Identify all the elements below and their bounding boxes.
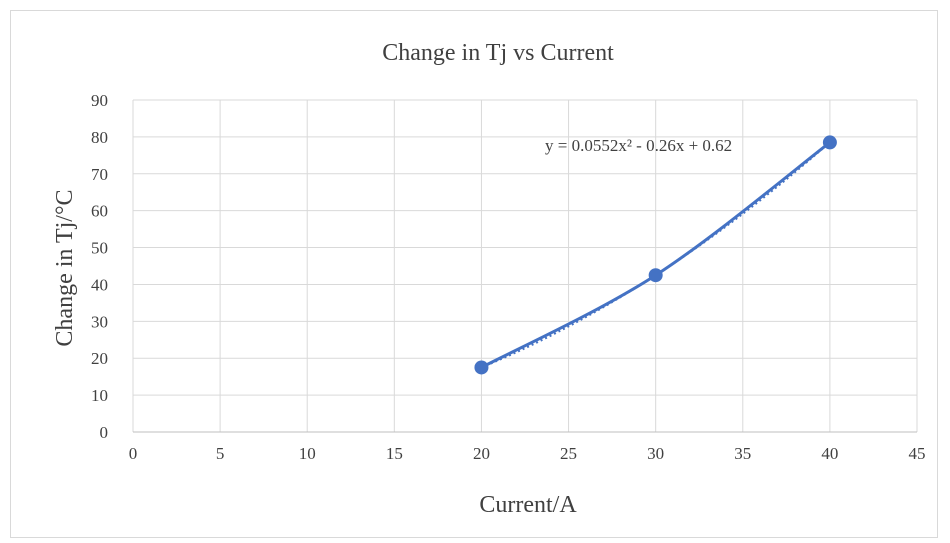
x-tick-label: 25 bbox=[560, 444, 577, 463]
y-tick-label: 10 bbox=[91, 386, 108, 405]
x-tick-label: 10 bbox=[299, 444, 316, 463]
x-tick-label: 0 bbox=[129, 444, 138, 463]
y-tick-label: 60 bbox=[91, 202, 108, 221]
data-point bbox=[474, 360, 489, 375]
y-tick-label: 90 bbox=[91, 91, 108, 110]
y-tick-label: 0 bbox=[100, 423, 109, 442]
trendline-equation: y = 0.0552x² - 0.26x + 0.62 bbox=[545, 136, 732, 155]
trendline bbox=[481, 141, 831, 369]
y-tick-label: 70 bbox=[91, 165, 108, 184]
x-tick-label: 5 bbox=[216, 444, 225, 463]
y-tick-label: 20 bbox=[91, 349, 108, 368]
x-tick-label: 30 bbox=[647, 444, 664, 463]
y-axis-label: Change in Tj/°C bbox=[52, 189, 78, 346]
x-axis-label: Current/A bbox=[479, 492, 577, 518]
data-point bbox=[648, 268, 663, 283]
x-tick-label: 35 bbox=[734, 444, 751, 463]
grid-lines bbox=[132, 99, 918, 432]
x-tick-label: 20 bbox=[473, 444, 490, 463]
y-tick-label: 30 bbox=[91, 312, 108, 331]
x-tick-label: 45 bbox=[909, 444, 926, 463]
y-tick-label: 50 bbox=[91, 239, 108, 258]
tick-labels: 0 10 20 30 40 50 60 70 80 90 0 5 10 15 20 25 30 35 40 45 bbox=[91, 91, 926, 463]
chart-title: Change in Tj vs Current bbox=[382, 40, 614, 66]
trendline-group bbox=[481, 141, 831, 369]
chart-frame bbox=[10, 10, 938, 538]
y-tick-label: 80 bbox=[91, 128, 108, 147]
y-tick-label: 40 bbox=[91, 275, 108, 294]
x-tick-label: 15 bbox=[386, 444, 403, 463]
data-point bbox=[822, 135, 837, 150]
x-tick-label: 40 bbox=[821, 444, 838, 463]
series-group bbox=[474, 135, 837, 375]
